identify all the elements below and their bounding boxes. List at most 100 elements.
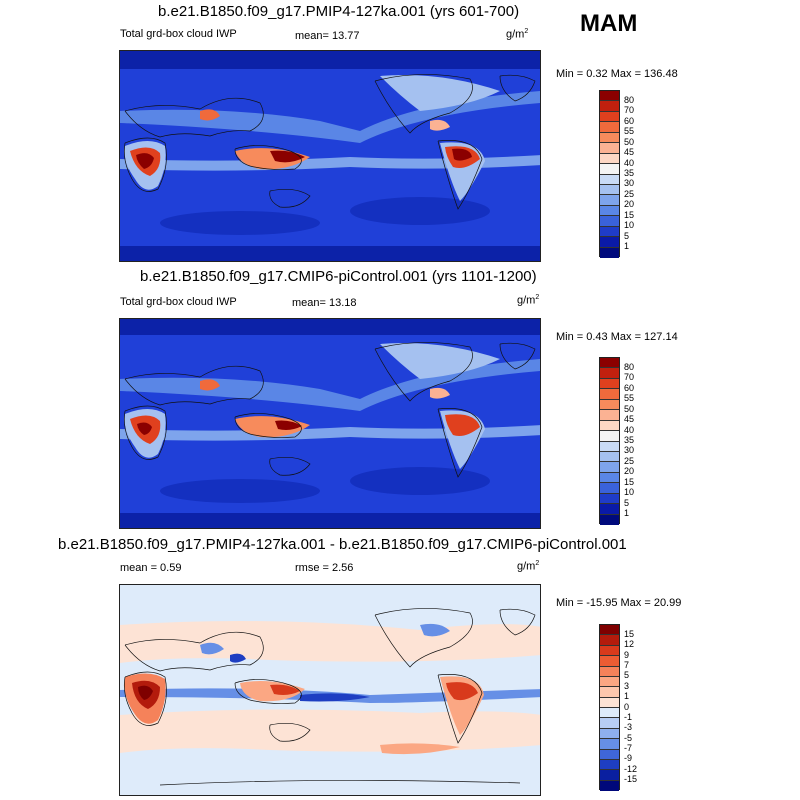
colorbar-tick-label: 0 (624, 701, 630, 712)
colorbar-tick-label: -9 (624, 753, 633, 764)
colorbar-tick-label: 9 (624, 649, 630, 660)
colorbar-segment (600, 645, 619, 657)
colorbar-tick-label: 55 (624, 126, 635, 137)
colorbar-segment (600, 656, 619, 667)
panel-3-title: b.e21.B1850.f09_g17.PMIP4-127ka.001 - b.… (58, 536, 627, 553)
colorbar-tick-label: -5 (624, 732, 633, 743)
colorbar-tick-label: 40 (624, 424, 635, 435)
colorbar-tick-label: 3 (624, 680, 630, 691)
colorbar-segment (600, 431, 619, 442)
colorbar-tick-label: 12 (624, 639, 635, 650)
colorbar-segment (600, 728, 619, 740)
colorbar-segment (600, 122, 619, 133)
colorbar-tick-label: 15 (624, 476, 635, 487)
colorbar-tick-label: 60 (624, 382, 635, 393)
colorbar-tick-label: 50 (624, 403, 635, 414)
colorbar-segment (600, 358, 619, 369)
colorbar-segment (600, 226, 619, 238)
colorbar-tick-label: -1 (624, 711, 633, 722)
colorbar-segment (600, 472, 619, 484)
colorbar-segment (600, 770, 619, 781)
colorbar-segment (600, 749, 619, 760)
panel-3-minmax: Min = -15.95 Max = 20.99 (556, 597, 682, 609)
panel-2-title: b.e21.B1850.f09_g17.CMIP6-piControl.001 … (140, 268, 537, 285)
panel-1-minmax: Min = 0.32 Max = 136.48 (556, 68, 678, 80)
colorbar-tick-label: 45 (624, 414, 635, 425)
colorbar-segment (600, 718, 619, 729)
colorbar-segment (600, 410, 619, 421)
colorbar-segment (600, 91, 619, 102)
panel-2-mean: mean= 13.18 (292, 297, 357, 309)
panel-3-mean: mean = 0.59 (120, 562, 182, 574)
colorbar-segment (600, 635, 619, 646)
colorbar-segment (600, 111, 619, 123)
colorbar-segment (600, 676, 619, 688)
colorbar-tick-label: 50 (624, 136, 635, 147)
colorbar-tick-label: 1 (624, 508, 630, 519)
panel-3-rmse: rmse = 2.56 (295, 562, 354, 574)
colorbar-segment (600, 205, 619, 217)
colorbar-tick-label: 60 (624, 115, 635, 126)
colorbar-segment (600, 216, 619, 227)
colorbar-segment (600, 483, 619, 494)
colorbar-segment (600, 780, 619, 791)
colorbar-tick-label: 10 (624, 220, 635, 231)
colorbar-tick-label: 7 (624, 660, 630, 670)
colorbar-segment (600, 420, 619, 432)
colorbar-segment (600, 687, 619, 698)
colorbar-tick-label: 25 (624, 455, 635, 466)
colorbar-tick-label: 25 (624, 188, 635, 199)
colorbar-segment (600, 247, 619, 258)
colorbar-tick-label: 45 (624, 147, 635, 158)
panel-2-units: g/m2 (517, 294, 540, 307)
colorbar-tick-label: 35 (624, 435, 635, 445)
colorbar-tick-label: 1 (624, 691, 630, 702)
panel-1-colorbar (599, 90, 620, 258)
colorbar-tick-label: 80 (624, 361, 635, 372)
colorbar-segment (600, 759, 619, 771)
colorbar-tick-label: 70 (624, 105, 635, 116)
colorbar-tick-label: 15 (624, 628, 635, 639)
colorbar-segment (600, 462, 619, 473)
colorbar-segment (600, 132, 619, 144)
colorbar-segment (600, 493, 619, 505)
colorbar-segment (600, 504, 619, 515)
colorbar-tick-label: 10 (624, 487, 635, 498)
colorbar-segment (600, 184, 619, 196)
colorbar-segment (600, 441, 619, 452)
panel-1-map (119, 50, 541, 262)
colorbar-tick-label: 1 (624, 241, 630, 252)
colorbar-tick-label: 55 (624, 393, 635, 404)
colorbar-segment (600, 625, 619, 636)
colorbar-segment (600, 514, 619, 525)
colorbar-segment (600, 195, 619, 206)
colorbar-segment (600, 237, 619, 248)
season-label: MAM (580, 10, 638, 37)
colorbar-tick-label: 20 (624, 199, 635, 210)
colorbar-segment (600, 389, 619, 400)
colorbar-segment (600, 451, 619, 463)
colorbar-tick-label: 5 (624, 670, 630, 681)
panel-1-units: g/m2 (506, 28, 529, 41)
colorbar-tick-label: -3 (624, 722, 633, 733)
colorbar-segment (600, 368, 619, 379)
colorbar-tick-label: 20 (624, 466, 635, 477)
colorbar-segment (600, 739, 619, 750)
colorbar-segment (600, 153, 619, 165)
panel-2-colorbar (599, 357, 620, 525)
panel-3-colorbar (599, 624, 620, 791)
colorbar-tick-label: -15 (624, 774, 638, 785)
colorbar-segment (600, 666, 619, 677)
panel-1-title: b.e21.B1850.f09_g17.PMIP4-127ka.001 (yrs… (158, 3, 520, 20)
colorbar-tick-label: -12 (624, 763, 638, 774)
colorbar-tick-label: 70 (624, 372, 635, 383)
colorbar-tick-label: 15 (624, 209, 635, 220)
colorbar-segment (600, 697, 619, 708)
colorbar-tick-label: -7 (624, 743, 633, 753)
colorbar-tick-label: 5 (624, 497, 630, 508)
panel-2-minmax: Min = 0.43 Max = 127.14 (556, 331, 678, 343)
colorbar-segment (600, 164, 619, 175)
panel-3-map (119, 584, 541, 796)
colorbar-tick-label: 30 (624, 445, 635, 456)
panel-1-variable-label: Total grd-box cloud IWP (120, 28, 237, 40)
